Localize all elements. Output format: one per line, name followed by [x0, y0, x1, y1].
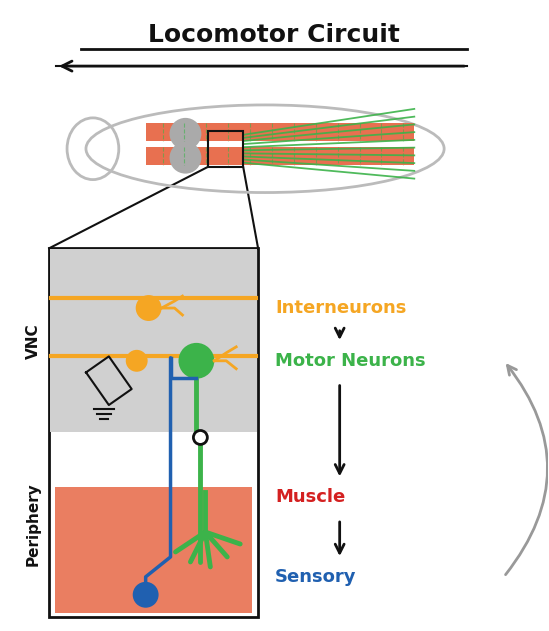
Text: Periphery: Periphery: [26, 483, 41, 567]
Circle shape: [133, 582, 159, 608]
Text: Interneurons: Interneurons: [275, 299, 406, 317]
Circle shape: [170, 142, 201, 174]
Text: Locomotor Circuit: Locomotor Circuit: [148, 23, 400, 47]
Bar: [145, 123, 414, 141]
Text: Muscle: Muscle: [275, 488, 345, 506]
Bar: [50, 249, 257, 432]
Bar: [55, 487, 252, 613]
Circle shape: [193, 430, 208, 444]
FancyArrowPatch shape: [506, 365, 547, 575]
Bar: [145, 147, 414, 165]
Bar: [49, 248, 258, 616]
Circle shape: [136, 295, 161, 321]
Circle shape: [126, 350, 148, 372]
Text: A3: A3: [154, 270, 177, 288]
Bar: [208, 131, 243, 167]
Circle shape: [178, 343, 214, 379]
Text: Motor Neurons: Motor Neurons: [275, 352, 425, 370]
Circle shape: [170, 118, 201, 150]
Text: Sensory: Sensory: [275, 568, 356, 586]
Text: VNC: VNC: [26, 323, 41, 358]
